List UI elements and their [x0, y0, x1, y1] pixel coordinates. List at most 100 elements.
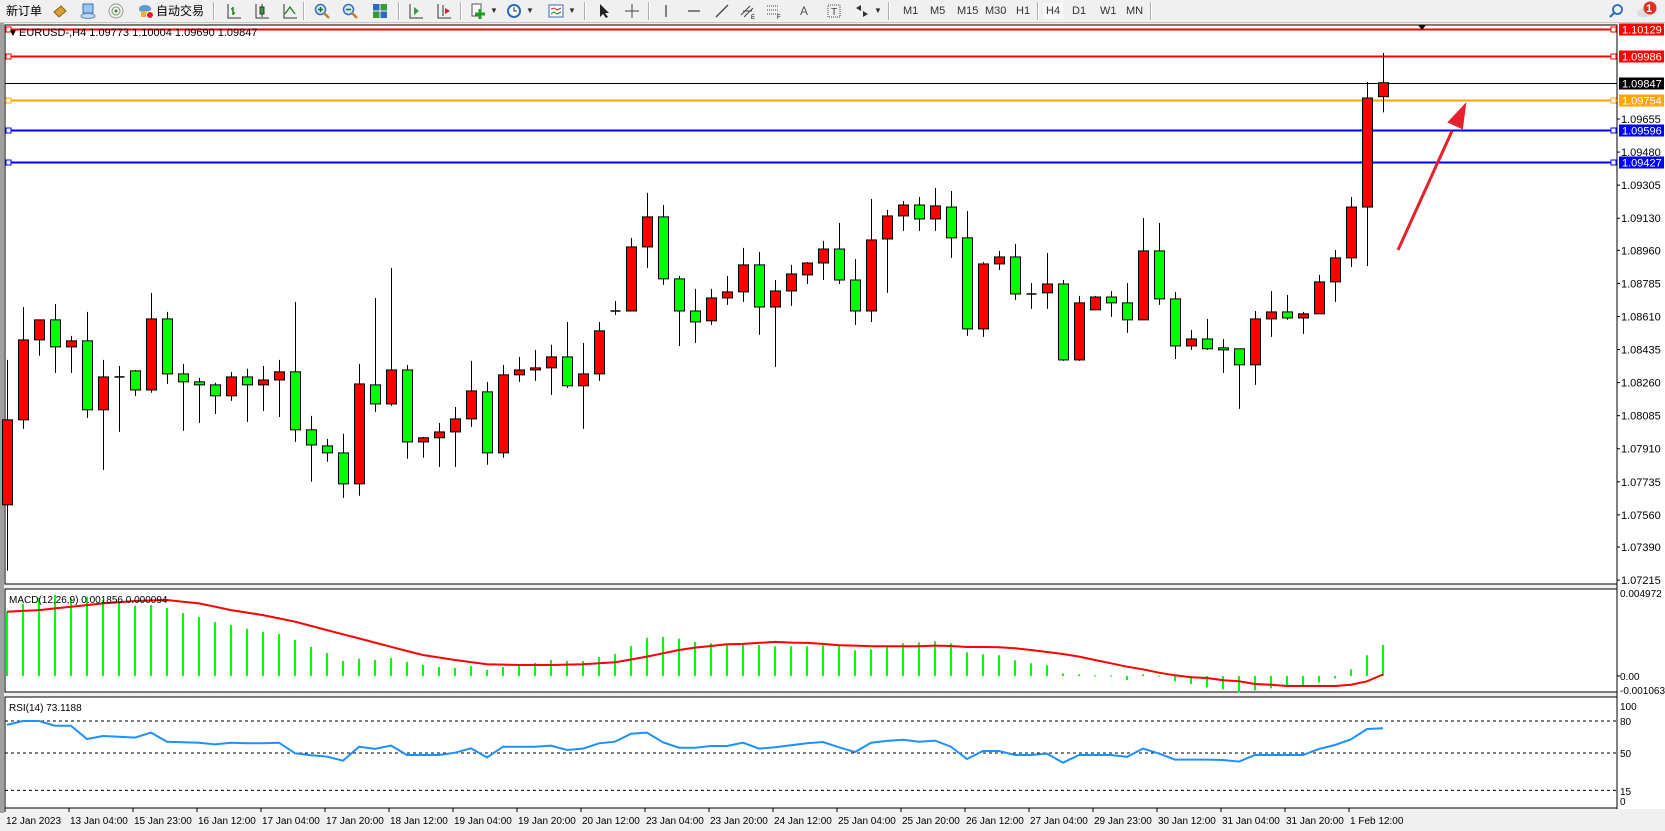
axes: 1.09655 1.09480 1.09305 1.09130 1.08960 1.087…: [4, 23, 1665, 827]
line-handle[interactable]: [5, 97, 12, 104]
candle-body: [898, 204, 909, 217]
vertical-line-icon[interactable]: [658, 3, 674, 19]
fibonacci-icon[interactable]: F: [766, 3, 782, 19]
candle-body: [354, 383, 365, 485]
macd-panel[interactable]: MACD(12,26,9) 0.001856 0.000094: [6, 595, 1384, 693]
auto-trading-button[interactable]: 自动交易: [156, 4, 205, 18]
candle-body: [1218, 347, 1229, 351]
candle-body: [1202, 338, 1213, 350]
zoom-in-icon[interactable]: [314, 3, 330, 19]
time-label: 20 Jan 12:00: [582, 816, 640, 827]
line-handle[interactable]: [1610, 127, 1617, 134]
price-tick-label: 1.08610: [1621, 311, 1661, 323]
candle: [546, 344, 557, 395]
chart-shift-marker-icon[interactable]: [1418, 25, 1426, 30]
timeframe-d1[interactable]: D1: [1072, 5, 1087, 17]
candlestick-chart-icon[interactable]: [254, 3, 270, 19]
candle-body: [386, 369, 397, 405]
market-watch-icon[interactable]: [80, 3, 96, 19]
arrows-icon[interactable]: [854, 3, 870, 19]
macd-histogram-bar: [790, 646, 792, 676]
macd-histogram-bar: [1366, 655, 1368, 676]
timeframe-h4[interactable]: H4: [1043, 3, 1064, 19]
dropdown-arrow-icon[interactable]: ▼: [526, 6, 534, 15]
auto-trading-icon[interactable]: [138, 3, 154, 19]
price-panel[interactable]: ▼ EURUSD-,H4 1.09773 1.10004 1.09690 1.09…: [2, 25, 1618, 571]
candle-body: [530, 367, 541, 371]
candle-body: [690, 310, 701, 323]
rsi-tick-label: 0: [1620, 797, 1626, 808]
tile-windows-icon[interactable]: [372, 3, 388, 19]
search-icon[interactable]: [1608, 3, 1624, 19]
candle: [1170, 291, 1181, 359]
rsi-tick-label: 15: [1620, 787, 1632, 798]
macd-tick-label: 0.00: [1620, 672, 1640, 683]
timeframe-m1[interactable]: M1: [903, 5, 919, 17]
macd-histogram-bar: [1126, 676, 1128, 681]
line-handle[interactable]: [1610, 159, 1617, 166]
candle: [898, 201, 909, 231]
candle-body: [1362, 97, 1373, 208]
candle: [1122, 283, 1133, 333]
macd-histogram-bar: [150, 605, 152, 676]
timeframe-m30[interactable]: M30: [985, 5, 1007, 17]
periodicity-clock-icon[interactable]: [506, 3, 522, 19]
horizontal-line-icon[interactable]: [686, 3, 702, 19]
candle: [130, 369, 141, 396]
text-label-icon[interactable]: T: [826, 3, 842, 19]
line-handle[interactable]: [5, 127, 12, 134]
time-label: 24 Jan 12:00: [774, 816, 832, 827]
chart-shift-icon[interactable]: [436, 3, 452, 19]
timeframe-h1[interactable]: H1: [1016, 5, 1031, 17]
line-chart-icon[interactable]: [282, 3, 298, 19]
new-order-button[interactable]: 新订单: [6, 4, 43, 18]
price-label: 1.09754: [1622, 96, 1662, 108]
templates-icon[interactable]: [548, 3, 564, 19]
candle: [178, 363, 189, 431]
price-tick-label: 1.08785: [1621, 278, 1661, 290]
macd-histogram-bar: [1222, 676, 1224, 690]
macd-histogram-bar: [1334, 676, 1336, 679]
notifications-icon[interactable]: [1636, 1, 1658, 19]
price-scale[interactable]: [1617, 25, 1665, 809]
arrow-annotation[interactable]: [1396, 130, 1454, 251]
indicators-icon[interactable]: [470, 3, 486, 19]
equidistant-channel-icon[interactable]: E: [740, 3, 756, 19]
timeframe-w1[interactable]: W1: [1100, 5, 1117, 17]
terminal-icon[interactable]: [52, 3, 68, 19]
candle-body: [770, 290, 781, 308]
dropdown-arrow-icon[interactable]: ▼: [490, 6, 498, 15]
line-handle[interactable]: [5, 159, 12, 166]
dropdown-arrow-icon[interactable]: ▼: [568, 6, 576, 15]
crosshair-icon[interactable]: [624, 3, 640, 19]
text-tool-icon[interactable]: A: [800, 4, 809, 18]
macd-histogram-bar: [806, 646, 808, 676]
line-handle[interactable]: [1610, 97, 1617, 104]
macd-histogram-bar: [1350, 669, 1352, 676]
candle-body: [786, 273, 797, 292]
cursor-arrow-icon[interactable]: [596, 3, 612, 19]
line-handle[interactable]: [1610, 53, 1617, 60]
auto-scroll-icon[interactable]: [408, 3, 424, 19]
candle-body: [562, 356, 573, 387]
line-handle[interactable]: [1610, 26, 1617, 33]
macd-histogram-bar: [614, 653, 616, 676]
candle: [978, 262, 989, 337]
candle-body: [1346, 206, 1357, 259]
timeframe-m5[interactable]: M5: [930, 5, 946, 17]
timeframe-m15[interactable]: M15: [957, 5, 979, 17]
rsi-panel[interactable]: RSI(14) 73.1188: [5, 703, 1617, 791]
timeframe-mn[interactable]: MN: [1126, 5, 1144, 17]
signal-icon[interactable]: [108, 3, 124, 19]
macd-tick-label: 0.004972: [1620, 589, 1662, 600]
trendline-icon[interactable]: [714, 3, 730, 19]
line-handle[interactable]: [5, 53, 12, 60]
candle-body: [994, 256, 1005, 265]
line-handle[interactable]: [5, 26, 12, 33]
macd-histogram-bar: [1286, 676, 1288, 686]
candle-body: [1330, 257, 1341, 283]
dropdown-arrow-icon[interactable]: ▼: [874, 6, 882, 15]
zoom-out-icon[interactable]: [342, 3, 358, 19]
bar-chart-icon[interactable]: [226, 3, 242, 19]
